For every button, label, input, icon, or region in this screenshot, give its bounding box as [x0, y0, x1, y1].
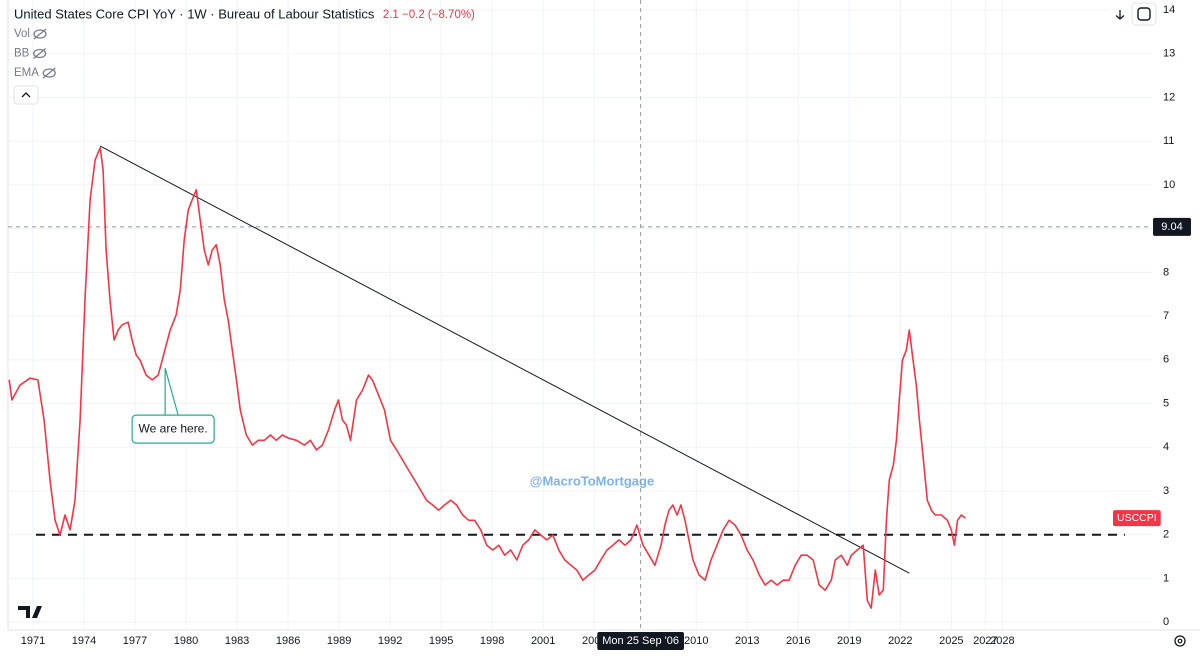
crosshair-date-box [597, 632, 684, 650]
x-tick-label: 1986 [276, 635, 300, 647]
x-tick-label: 1995 [429, 635, 453, 647]
x-tick-label: 1983 [225, 635, 249, 647]
x-tick-label: 2028 [990, 635, 1014, 647]
y-tick-label: 5 [1163, 397, 1169, 409]
header-quote: 2.1 −0.2 (−8.70%) [383, 9, 475, 21]
x-tick-label: 2016 [786, 635, 810, 647]
indicator-label: Vol [14, 28, 30, 40]
series-line [8, 147, 966, 609]
hidden-icon-slash [42, 67, 56, 79]
x-tick-label: 2001 [531, 635, 555, 647]
indicator-label: EMA [14, 67, 39, 79]
y-tick-label: 4 [1163, 441, 1169, 453]
x-tick-label: 2022 [888, 635, 912, 647]
y-tick-label: 13 [1163, 48, 1175, 60]
mode-button[interactable] [1131, 2, 1157, 26]
series-label-box [1113, 510, 1161, 527]
y-tick-label: 12 [1163, 91, 1175, 103]
hidden-icon-slash [33, 48, 47, 59]
x-tick-label: 1971 [21, 635, 45, 647]
series-label: USCCPI [1117, 512, 1157, 524]
trendline [99, 145, 910, 574]
grid [7, 0, 1200, 631]
crosshair-price-label: 9.04 [1161, 221, 1182, 233]
y-tick-label: 10 [1163, 179, 1175, 191]
x-tick-label: 1992 [378, 635, 402, 647]
scroll-icon [1115, 10, 1125, 20]
hidden-icon-slash [33, 28, 47, 40]
collapse-button[interactable] [13, 85, 39, 105]
y-tick-label: 2 [1163, 529, 1169, 541]
x-tick-label: 1989 [327, 635, 351, 647]
settings-button[interactable] [1174, 635, 1186, 647]
hidden-icon[interactable] [33, 29, 47, 39]
y-tick-label: 7 [1163, 310, 1169, 322]
y-tick-label: 8 [1163, 266, 1169, 278]
annotation-text: We are here. [139, 421, 208, 435]
x-tick-label: 2027 [973, 635, 997, 647]
collapse-icon [21, 92, 31, 98]
x-tick-label: 1977 [123, 635, 147, 647]
crosshair-price-box [1153, 217, 1191, 236]
y-tick-label: 11 [1163, 135, 1174, 147]
logo [18, 606, 42, 618]
mode-icon [1137, 7, 1151, 21]
settings-icon [1177, 638, 1183, 644]
annotation-box [131, 414, 215, 444]
watermark: @MacroToMortgage [530, 473, 654, 488]
overlay: United States Core CPI YoY · 1W · Bureau… [13, 2, 1191, 650]
hidden-icon[interactable] [42, 68, 56, 78]
y-tick-label: 0 [1163, 616, 1169, 628]
x-tick-label: 2025 [939, 635, 963, 647]
x-tick-label: 2019 [837, 635, 861, 647]
y-tick-label: 14 [1163, 4, 1175, 16]
annotation-pointer [164, 367, 179, 416]
y-tick-label: 3 [1163, 485, 1169, 497]
x-tick-label: 1980 [174, 635, 198, 647]
chart-title: United States Core CPI YoY · 1W · Bureau… [14, 6, 375, 21]
crosshair-date-label: Mon 25 Sep '06 [602, 635, 679, 647]
x-tick-label: 2010 [684, 635, 708, 647]
x-tick-label: 1998 [480, 635, 504, 647]
y-tick-label: 6 [1163, 354, 1169, 366]
indicator-label: BB [14, 48, 30, 60]
y-tick-label: 1 [1163, 572, 1169, 584]
plot: @MacroToMortgage We are here. [8, 0, 1152, 630]
x-tick-label: 1974 [72, 635, 96, 647]
hidden-icon[interactable] [33, 48, 47, 59]
x-tick-label: 2013 [735, 635, 759, 647]
